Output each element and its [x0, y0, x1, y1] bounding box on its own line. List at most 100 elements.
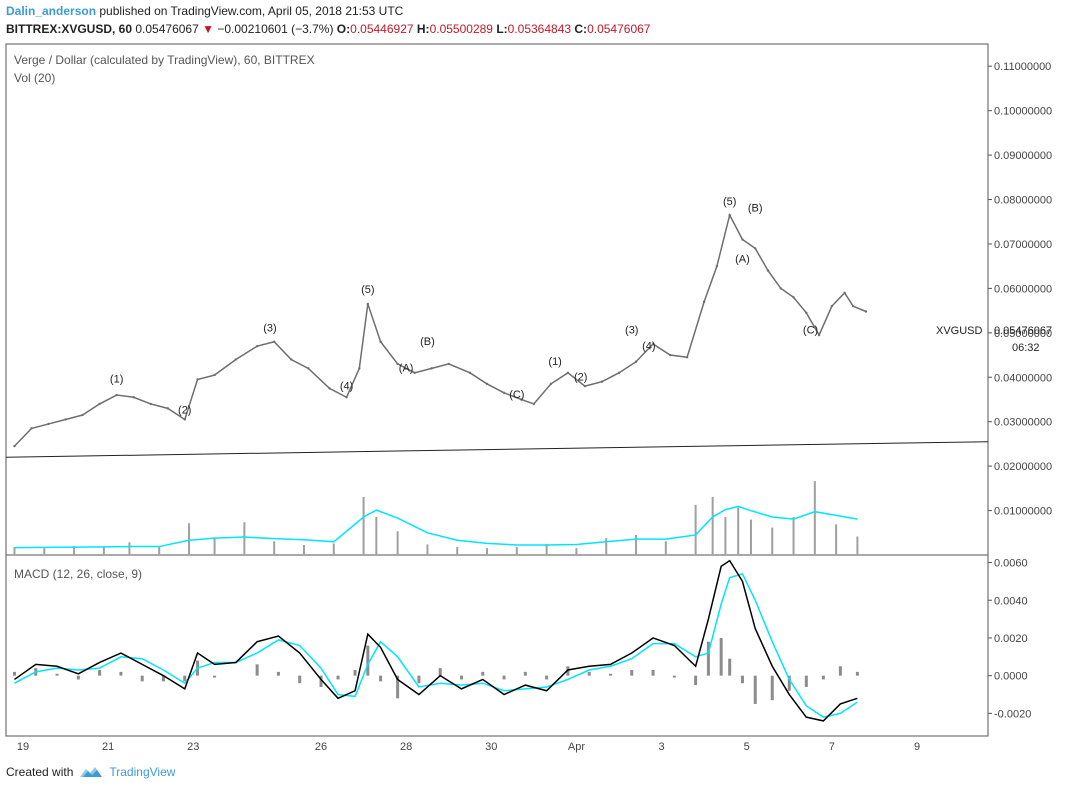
price-point — [345, 396, 348, 399]
histogram-bar — [694, 675, 698, 686]
histogram-bar — [140, 675, 144, 682]
histogram-bar — [417, 675, 421, 684]
volume-bar — [486, 548, 489, 555]
volume-bar — [43, 548, 46, 555]
price-point — [600, 380, 604, 383]
price-point — [132, 396, 135, 399]
histogram-bar — [587, 671, 591, 676]
open-label: O: — [336, 22, 351, 36]
histogram-bar — [459, 675, 463, 680]
time-axis-label: 3 — [659, 741, 665, 753]
histogram-bar — [366, 645, 370, 676]
histogram-bar — [630, 670, 634, 676]
price-axis[interactable]: 0.11000000 0.10000000 0.09000000 0.08000000… — [988, 61, 1052, 518]
wave-label: (4) — [340, 380, 353, 392]
wave-label: (5) — [361, 284, 374, 296]
volume-bar — [575, 548, 578, 555]
wave-label: (1) — [548, 356, 561, 368]
price-point — [196, 378, 199, 381]
price-line — [13, 212, 867, 447]
volume-bar — [302, 544, 305, 555]
histogram-bar — [319, 675, 323, 687]
price-point — [779, 287, 782, 290]
histogram-bar — [438, 668, 442, 676]
time-axis-label: 19 — [17, 741, 29, 753]
price-axis-label: 0.02000000 — [994, 461, 1052, 473]
volume-bar — [792, 516, 795, 555]
price-point — [715, 264, 719, 268]
macd-axis-label: -0.0020 — [994, 708, 1031, 720]
price-point — [583, 384, 587, 388]
price-point — [64, 418, 67, 421]
macd-axis[interactable]: 0.0060 0.0040 0.0020 0.0000 -0.0020 — [988, 558, 1031, 721]
volume-bar — [711, 496, 714, 555]
wave-label: (A) — [735, 254, 750, 266]
volume-bar — [515, 547, 518, 555]
time-axis-label: 30 — [485, 741, 497, 753]
price-point — [366, 302, 370, 306]
author-link[interactable]: Dalin_anderson — [6, 4, 97, 18]
price-point — [81, 413, 84, 417]
price-point — [183, 418, 186, 421]
macd-axis-label: 0.0000 — [994, 671, 1028, 683]
price-point — [485, 382, 489, 386]
volume-bar — [737, 507, 740, 555]
histogram-bar — [98, 670, 102, 676]
wave-label: (B) — [748, 203, 763, 215]
price-point — [668, 353, 672, 357]
macd-axis-label: 0.0040 — [994, 595, 1028, 607]
time-axis-label: Apr — [568, 741, 585, 753]
histogram-bar — [55, 673, 59, 676]
price-point — [566, 371, 570, 375]
histogram-bar — [651, 670, 655, 676]
price-point — [328, 387, 331, 390]
support-trendline — [5, 441, 989, 458]
volume-bar — [813, 481, 816, 555]
price-axis-label: 0.03000000 — [994, 417, 1052, 429]
wave-label: (3) — [625, 325, 638, 337]
high-value: 0.05500289 — [429, 22, 493, 36]
volume-bar — [605, 538, 608, 555]
price-point — [13, 444, 16, 448]
time-axis-label: 21 — [102, 741, 114, 753]
price-point — [213, 373, 216, 377]
main-pane-title: Verge / Dollar (calculated by TradingVie… — [14, 53, 315, 67]
price-point — [830, 304, 834, 308]
wave-label: (C) — [803, 325, 818, 337]
price-point — [766, 269, 770, 272]
histogram-bar — [804, 675, 808, 687]
price-point — [115, 393, 118, 397]
wave-label: (A) — [399, 362, 414, 374]
countdown-label: 06:32 — [1012, 342, 1040, 354]
price-point — [47, 422, 50, 426]
price-axis-label: 0.09000000 — [994, 150, 1052, 162]
time-axis-label: 9 — [914, 741, 920, 753]
price-axis-label: 0.07000000 — [994, 239, 1052, 251]
histogram-bar — [838, 666, 842, 676]
publish-info: Dalin_anderson published on TradingView.… — [6, 4, 403, 18]
volume-bar — [243, 522, 246, 555]
price-axis-label: 0.05000000 — [994, 328, 1052, 340]
tradingview-link[interactable]: TradingView — [109, 765, 176, 779]
histogram-bar — [119, 671, 123, 676]
volume-bar — [396, 531, 399, 555]
volume-label: Vol (20) — [14, 71, 55, 85]
volume-bar — [724, 516, 727, 555]
wave-label: (C) — [509, 389, 524, 401]
down-arrow-icon: ▼ — [202, 22, 215, 36]
histogram-bar — [213, 675, 217, 678]
change-value: −0.00210601 (−3.7%) — [217, 22, 334, 36]
histogram-bar — [855, 671, 859, 676]
histogram-bar — [719, 637, 723, 676]
close-label: C: — [574, 22, 588, 36]
open-value: 0.05446927 — [350, 22, 414, 36]
symbol-info: BITTREX:XVGUSD, 60 0.05476067 ▼ −0.00210… — [6, 22, 650, 36]
wave-label: (3) — [263, 322, 276, 334]
volume-bar — [375, 516, 378, 555]
volume-ma-line — [14, 505, 858, 549]
time-axis[interactable]: 19 21 23 26 28 30 Apr 3 5 7 9 — [17, 741, 920, 753]
volume-bar — [362, 496, 365, 555]
volume-bar — [835, 524, 838, 555]
time-axis-label: 23 — [187, 741, 199, 753]
